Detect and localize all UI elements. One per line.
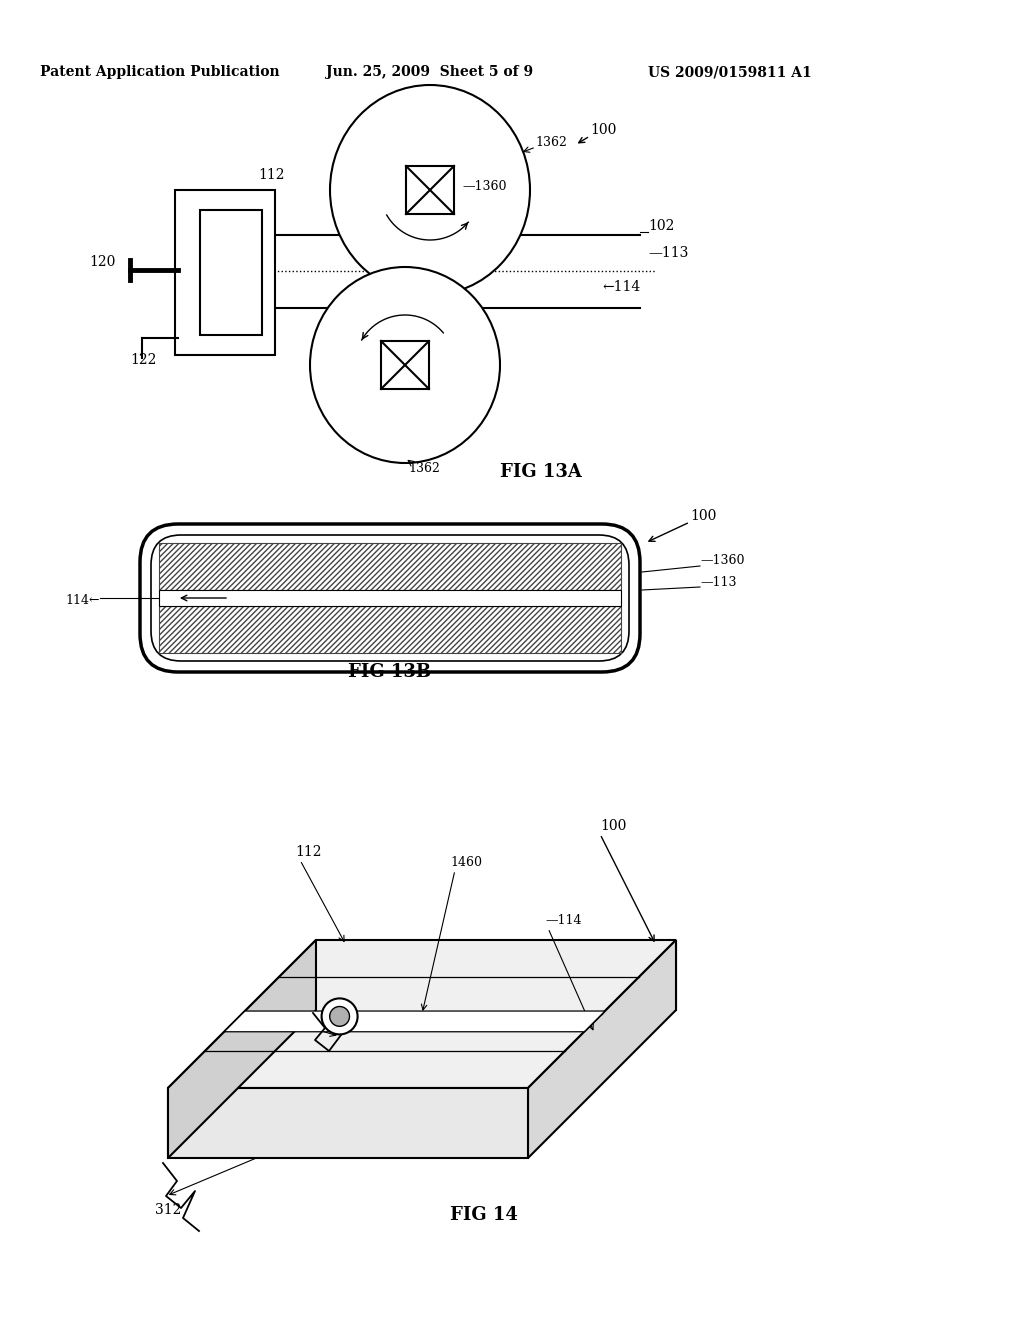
Text: —1360: —1360 bbox=[700, 554, 744, 568]
Text: FIG 14: FIG 14 bbox=[450, 1206, 518, 1224]
Text: 112: 112 bbox=[258, 168, 285, 182]
Text: 112: 112 bbox=[295, 845, 322, 859]
Text: 100: 100 bbox=[600, 818, 627, 833]
Text: 1362: 1362 bbox=[408, 462, 440, 474]
Text: 110: 110 bbox=[216, 268, 240, 281]
Ellipse shape bbox=[310, 267, 500, 463]
Text: US 2009/0159811 A1: US 2009/0159811 A1 bbox=[648, 65, 812, 79]
Circle shape bbox=[330, 1006, 349, 1027]
Text: FIG 13A: FIG 13A bbox=[500, 463, 582, 480]
Text: Jun. 25, 2009  Sheet 5 of 9: Jun. 25, 2009 Sheet 5 of 9 bbox=[327, 65, 534, 79]
Bar bbox=[159, 606, 621, 653]
Polygon shape bbox=[528, 940, 676, 1158]
Text: 114←: 114← bbox=[66, 594, 100, 607]
Text: —1360: —1360 bbox=[462, 180, 507, 193]
Ellipse shape bbox=[330, 84, 530, 294]
Text: 312: 312 bbox=[155, 1203, 181, 1217]
Text: FIG 13B: FIG 13B bbox=[348, 663, 431, 681]
Text: —113: —113 bbox=[648, 246, 688, 260]
Text: 1362: 1362 bbox=[535, 136, 567, 149]
Bar bbox=[175, 190, 275, 355]
Text: 122: 122 bbox=[130, 352, 157, 367]
Bar bbox=[381, 341, 429, 389]
Text: ←114: ←114 bbox=[602, 280, 640, 294]
Polygon shape bbox=[168, 1088, 528, 1158]
FancyBboxPatch shape bbox=[140, 524, 640, 672]
Polygon shape bbox=[224, 1011, 605, 1032]
Text: 100: 100 bbox=[590, 123, 616, 137]
Polygon shape bbox=[168, 940, 316, 1158]
Bar bbox=[406, 166, 454, 214]
Bar bbox=[200, 210, 262, 335]
Text: 1462: 1462 bbox=[300, 1138, 332, 1151]
Text: 1464: 1464 bbox=[268, 1003, 300, 1016]
Circle shape bbox=[322, 998, 357, 1035]
Text: 100: 100 bbox=[690, 510, 717, 523]
FancyBboxPatch shape bbox=[151, 535, 629, 661]
Polygon shape bbox=[168, 940, 676, 1088]
Text: 1460: 1460 bbox=[450, 855, 482, 869]
Text: —114: —114 bbox=[545, 913, 582, 927]
Text: Patent Application Publication: Patent Application Publication bbox=[40, 65, 280, 79]
Text: 120: 120 bbox=[90, 255, 116, 269]
Bar bbox=[159, 543, 621, 590]
Bar bbox=[159, 590, 621, 606]
Text: —113: —113 bbox=[700, 576, 736, 589]
Text: 102: 102 bbox=[648, 219, 675, 234]
